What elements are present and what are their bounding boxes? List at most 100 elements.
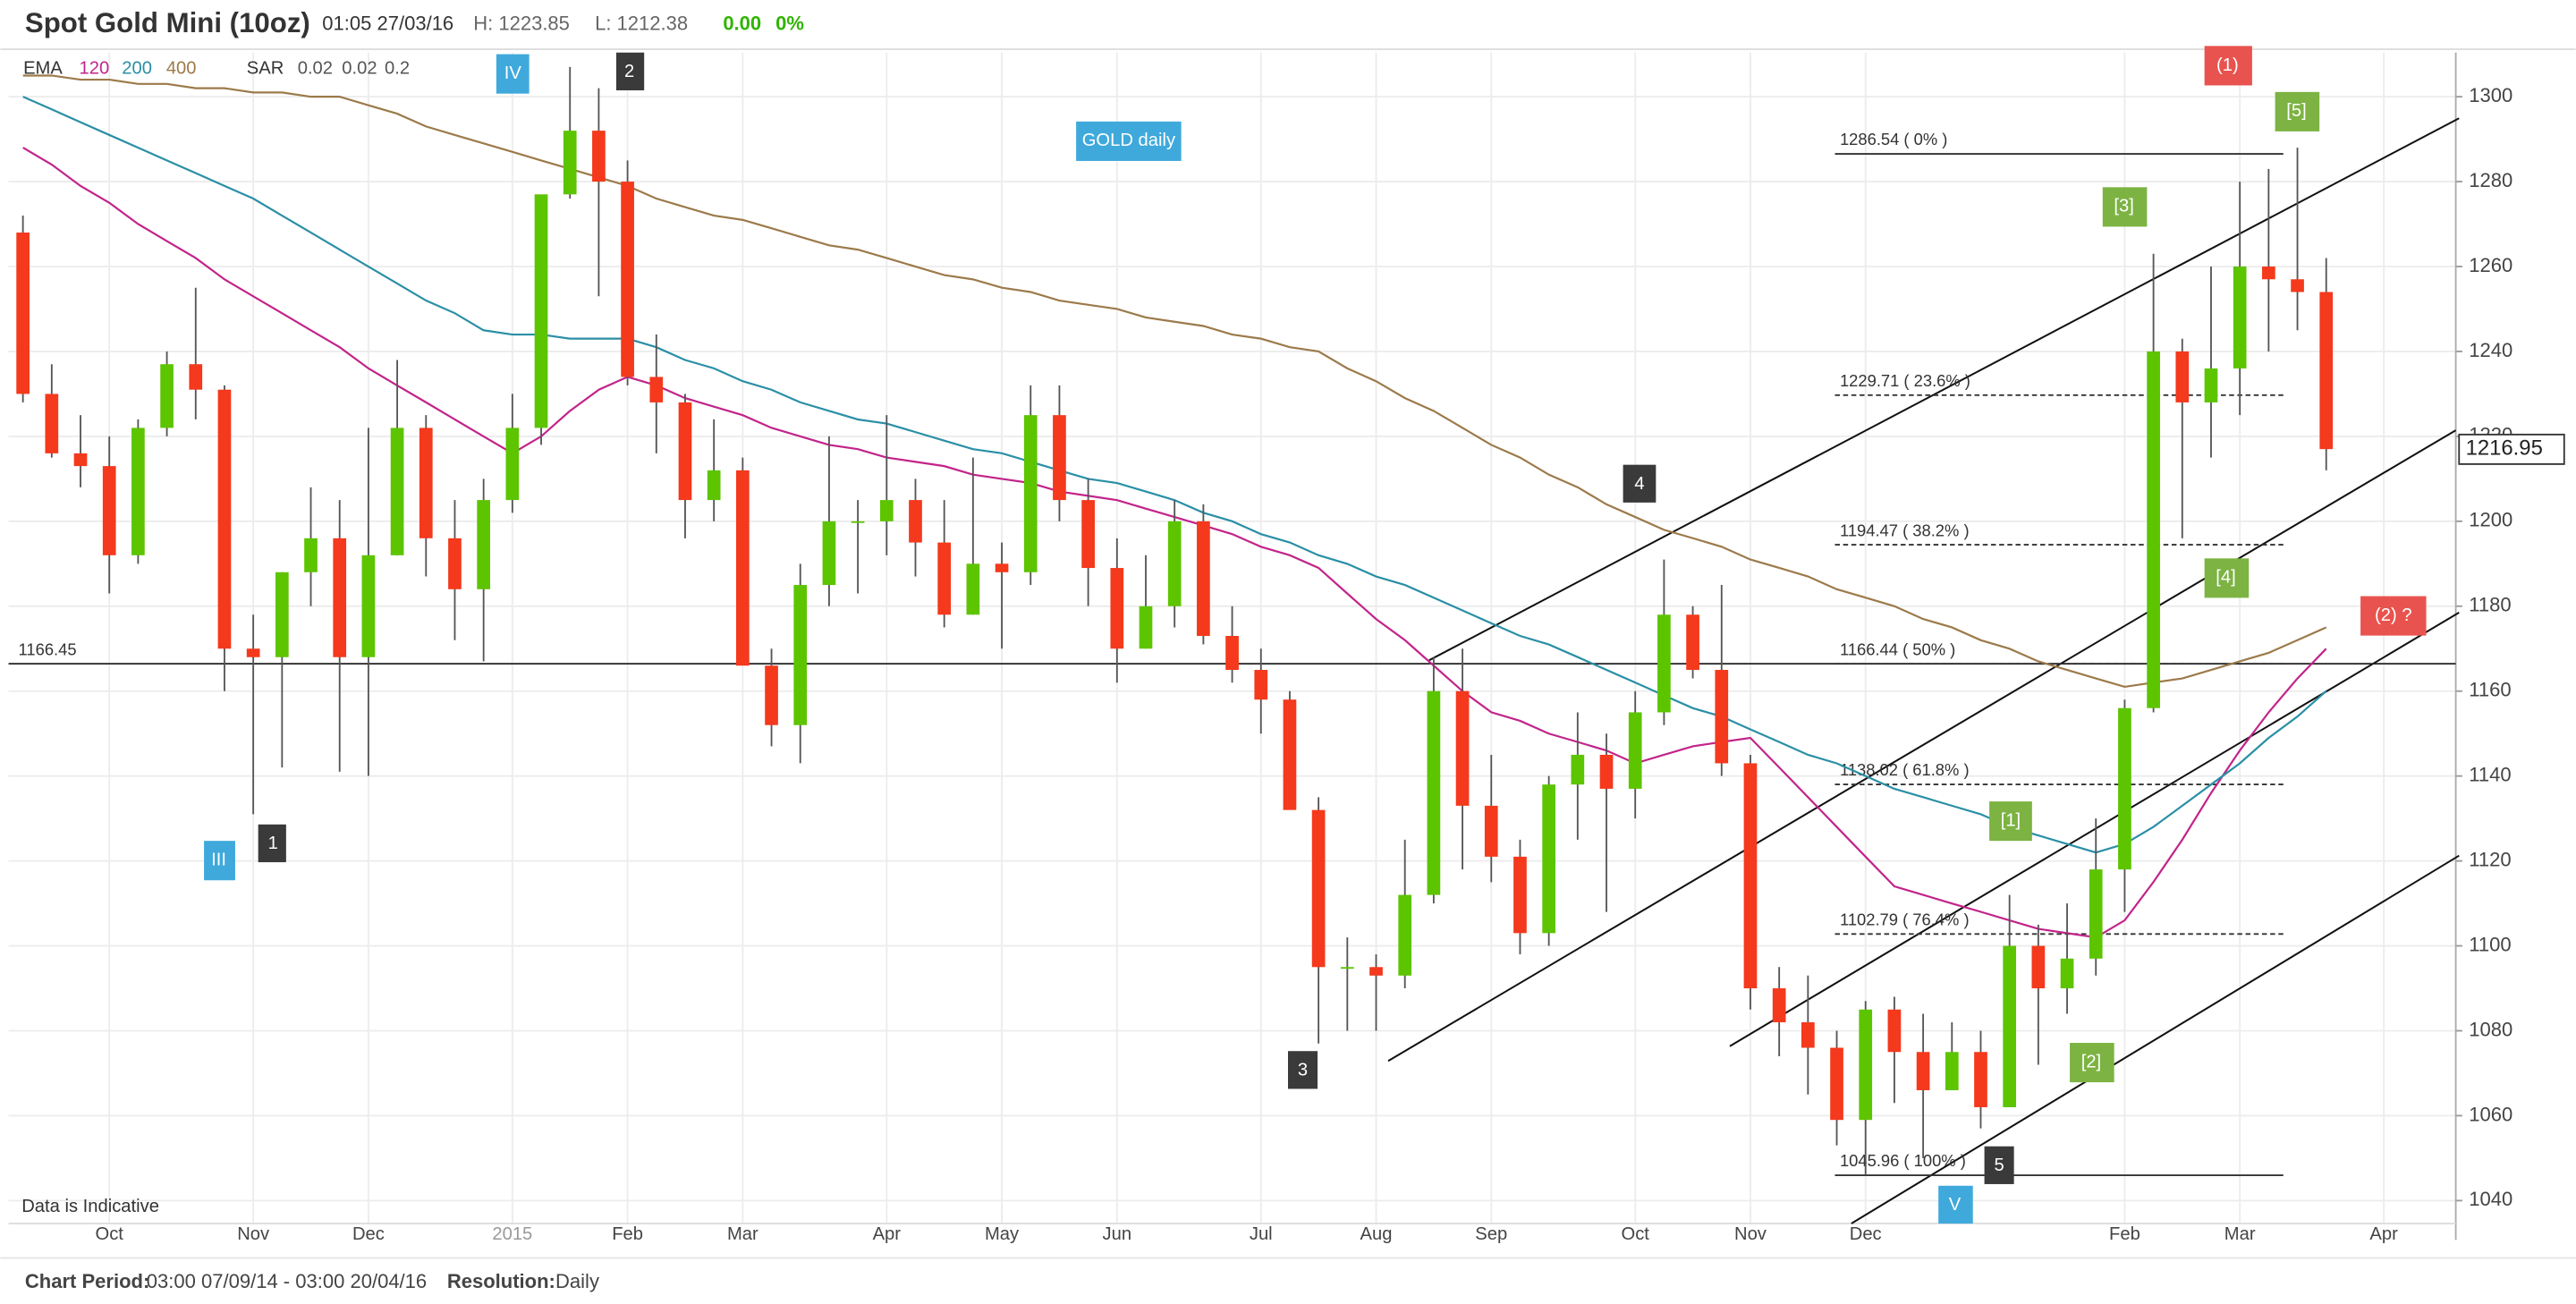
candle-body [1369,967,1383,976]
wave-label: [3] [2102,187,2148,227]
candle-body [534,194,548,428]
trend-lines [1387,117,2460,1224]
candle-body [1715,669,1729,764]
candle-body [851,521,865,523]
wave-label: 4 [1623,464,1657,503]
wave-text: 3 [1298,1061,1308,1080]
wave-label: 5 [1984,1146,2014,1184]
candle-body [2089,869,2103,959]
candle-body [1686,614,1699,670]
candle-body [966,563,980,615]
x-tick-label: May [985,1224,1020,1244]
y-tick-label: 1160 [2469,679,2511,701]
trend-line [1428,117,2460,662]
wave-label: 3 [1288,1051,1318,1089]
change-pct: 0% [775,12,804,34]
x-tick-label: 2015 [492,1224,532,1244]
candle-body [1254,669,1268,700]
candle-body [909,500,922,543]
y-tick-label: 1120 [2469,848,2511,870]
candle-body [2204,368,2218,402]
legend-entry: 400 [166,58,197,78]
candle-body [246,648,260,657]
candle-body [1743,763,1758,989]
y-tick-label: 1260 [2469,254,2512,276]
last-price-box [2458,433,2565,465]
candle-body [1801,1022,1815,1048]
wave-label: [1] [1989,801,2032,842]
candle-body [1311,809,1326,968]
y-tick-label: 1060 [2469,1103,2512,1125]
fib-label: 1045.96 ( 100% ) [1840,1151,1966,1170]
candle-body [217,389,232,649]
candle-body [1484,805,1498,857]
wave-text: III [211,851,226,870]
sar-label: SAR [247,58,284,78]
candle-body [448,538,462,589]
wave-text: (1) [2216,55,2239,75]
candle-body [678,402,692,501]
wave-text: [3] [2114,197,2133,216]
x-tick-label: Dec [352,1224,385,1244]
x-tick-label: Feb [612,1224,643,1244]
wave-label: 1 [258,824,286,863]
x-tick-label: Apr [2369,1224,2398,1244]
candle-body [2262,267,2275,280]
candle-body [1772,988,1786,1023]
y-tick-label: 1200 [2469,509,2512,531]
candle-body [1657,614,1671,713]
wave-text: [1] [2001,810,2021,830]
x-tick-label: Oct [96,1224,124,1244]
wave-text: 5 [1994,1156,2004,1175]
candle-body [1945,1052,1959,1090]
candle-body [592,131,606,182]
x-tick-label: Apr [873,1224,902,1244]
candle-body [2118,707,2131,870]
candle-body [937,542,952,615]
candle-body [1081,500,1095,569]
candle-body [160,364,174,428]
candle-body [736,470,750,666]
candle-body [1398,894,1412,976]
x-tick-label: Nov [1734,1224,1767,1244]
wave-text: [2] [2081,1052,2101,1071]
wave-label: (2) ? [2360,596,2427,636]
trend-line [1729,612,2460,1047]
candle-body [275,572,289,657]
wave-label: III [204,841,235,881]
wave-label: V [1938,1185,1973,1224]
candle-body [361,555,376,657]
legend-entry: 120 [80,58,110,78]
candle-body [1916,1052,1930,1090]
candle-body [1859,1009,1873,1121]
candle-body [131,428,145,555]
y-tick-label: 1040 [2469,1188,2512,1210]
last-price: 1216.95 [2466,436,2543,461]
fib-label: 1194.47 ( 38.2% ) [1840,521,1970,539]
candle-body [822,521,836,586]
fib-label: 1138.02 ( 61.8% ) [1840,760,1970,779]
candle-body [2319,292,2334,450]
wave-label: 2 [615,52,645,90]
candle-body [793,585,808,725]
candle-body [1139,605,1153,649]
ema-line [22,74,2327,689]
y-tick-label: 1080 [2469,1018,2512,1040]
x-tick-label: Aug [1360,1224,1393,1244]
candle-body [16,233,30,394]
candle-body [621,182,634,377]
note-text: GOLD daily [1082,131,1176,150]
reference-label: 1166.45 [19,639,77,658]
candle-body [1830,1047,1843,1121]
candle-body [45,394,59,453]
sar-param: 0.2 [385,58,410,78]
candle-body [1197,521,1210,637]
candle-body [390,428,404,555]
wave-text: [4] [2216,568,2235,588]
candle-body [73,453,88,467]
candle-body [1427,690,1441,895]
candle-body [2031,945,2046,989]
wave-label: [4] [2204,558,2250,598]
wave-text: IV [504,64,522,83]
